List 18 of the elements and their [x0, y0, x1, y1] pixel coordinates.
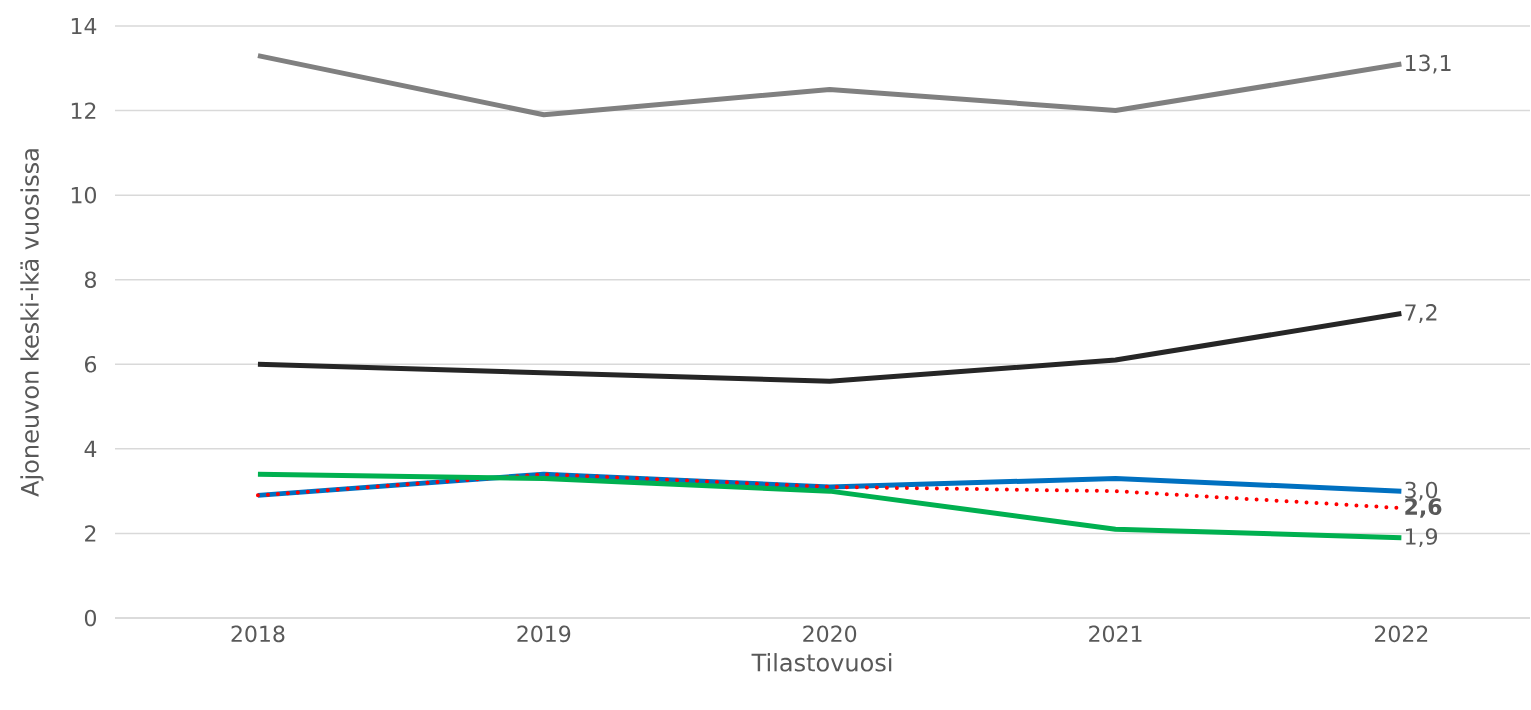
- x-tick-label: 2018: [231, 625, 285, 643]
- data-label: 13,1: [1405, 54, 1451, 74]
- y-tick-label: 0: [84, 609, 96, 627]
- x-tick-label: 2022: [1375, 625, 1428, 643]
- x-tick-label: 2021: [1089, 625, 1142, 643]
- y-tick-label: 10: [71, 186, 96, 204]
- x-axis-title: Tilastovuosi: [751, 653, 892, 672]
- y-tick-label: 4: [84, 440, 97, 457]
- y-tick-label: 14: [71, 17, 97, 35]
- y-tick-label: 12: [71, 102, 96, 119]
- x-tick-label: 2019: [517, 625, 571, 643]
- y-tick-label: 8: [84, 271, 96, 289]
- x-tick-label: 2020: [803, 625, 857, 643]
- data-label: 1,9: [1405, 528, 1438, 548]
- y-tick-label: 2: [85, 525, 96, 542]
- data-label: 7,2: [1405, 304, 1437, 323]
- y-axis-title: Ajoneuvon keski-ikä vuosissa: [20, 149, 44, 497]
- y-tick-label: 6: [85, 355, 97, 373]
